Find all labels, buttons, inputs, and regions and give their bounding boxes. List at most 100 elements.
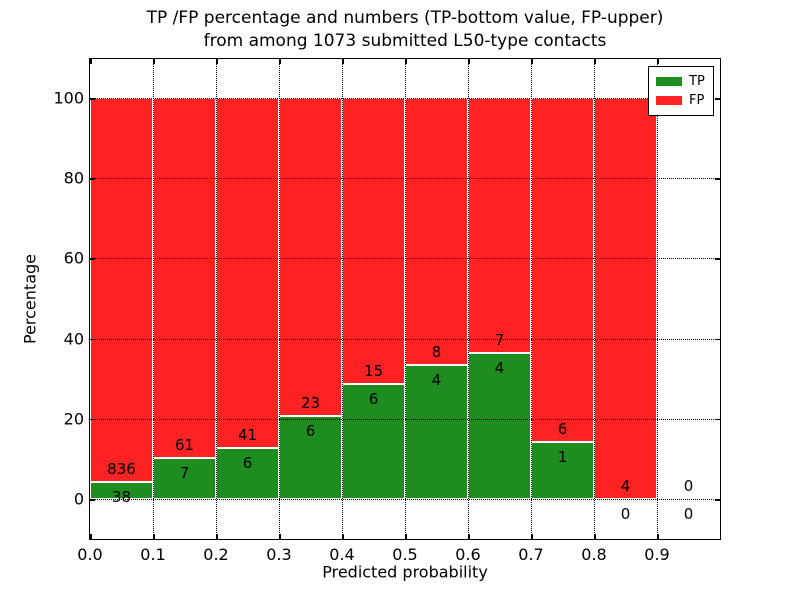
x-tick-label: 0.1 [140, 545, 166, 564]
chart-title-line1: TP /FP percentage and numbers (TP-bottom… [146, 8, 664, 28]
x-tick-label: 0.3 [266, 545, 292, 564]
bar-tp-count-label: 6 [305, 422, 316, 441]
bar-fp-count-label: 6 [557, 419, 568, 438]
legend-item-fp: FP [649, 94, 713, 107]
gridline [153, 59, 154, 539]
x-tick-label: 0.9 [644, 545, 670, 564]
bar-fp-count-label: 23 [300, 394, 321, 413]
bar-fp-count-label: 4 [620, 477, 631, 495]
x-axis-label: Predicted probability [322, 562, 488, 582]
bar-fp-segment [531, 98, 594, 442]
legend-swatch-tp [656, 77, 682, 86]
chart-title: TP /FP percentage and numbers (TP-bottom… [90, 7, 720, 53]
x-tick-label: 0.0 [77, 545, 103, 564]
bar-fp-segment [279, 98, 342, 417]
bar-fp-count-label: 41 [237, 425, 258, 444]
tick-mark [715, 98, 720, 100]
tick-mark [90, 98, 95, 100]
bar-tp-segment [153, 457, 216, 499]
tick-mark [90, 338, 95, 341]
tick-mark [405, 59, 407, 64]
tick-mark [657, 59, 659, 64]
tick-mark [342, 534, 344, 539]
tick-mark [715, 499, 720, 501]
tick-mark [468, 534, 470, 539]
tick-mark [594, 534, 596, 539]
chart-title-line2: from among 1073 submitted L50-type conta… [203, 31, 607, 51]
y-tick-label: 40 [63, 329, 84, 349]
bar-tp-segment [216, 447, 279, 499]
gridline [468, 59, 469, 539]
tick-mark [90, 178, 95, 180]
tick-mark [90, 499, 95, 501]
y-tick-label: 60 [63, 248, 84, 268]
bar-tp-count-label: 0 [683, 505, 694, 523]
tick-mark [279, 534, 281, 539]
legend-label-fp: FP [689, 93, 705, 108]
gridline [216, 59, 217, 539]
bar-tp-count-label: 7 [179, 463, 190, 482]
bar-fp-segment [153, 98, 216, 458]
x-tick-label: 0.6 [455, 545, 481, 564]
bar-tp-count-label: 38 [111, 487, 132, 506]
bar-fp-count-label: 7 [494, 331, 505, 350]
bar-tp-count-label: 6 [368, 390, 379, 409]
bar-fp-count-label: 15 [363, 362, 384, 381]
gridline [405, 59, 406, 539]
legend: TP FP [648, 66, 714, 116]
tick-mark [90, 59, 92, 64]
x-tick-label: 0.7 [518, 545, 544, 564]
y-tick-label: 0 [73, 489, 84, 509]
tick-mark [468, 59, 470, 64]
plot-area: 836 38 61 7 41 6 23 6 15 6 8 4 7 4 6 1 4 0 0 0 [89, 58, 721, 540]
bar-tp-count-label: 4 [431, 371, 442, 390]
gridline [342, 59, 343, 539]
bar-tp-segment [531, 441, 594, 499]
x-tick-label: 0.2 [203, 545, 229, 564]
tick-mark [216, 59, 218, 64]
x-tick-label: 0.4 [329, 545, 355, 564]
tick-mark [90, 258, 95, 260]
y-axis-label: Percentage [20, 253, 40, 345]
bar-fp-count-label: 0 [683, 477, 694, 495]
tick-mark [153, 59, 155, 64]
bar-fp-count-label: 836 [107, 459, 136, 478]
bar-fp-segment [342, 98, 405, 385]
gridline [594, 59, 595, 539]
bar-tp-count-label: 6 [242, 453, 253, 472]
tick-mark [90, 534, 92, 539]
y-tick-label: 100 [53, 88, 84, 108]
bar-tp-count-label: 1 [557, 447, 568, 466]
tick-mark [531, 534, 533, 539]
bar-fp-segment [90, 98, 153, 482]
bar-tp-segment [90, 481, 153, 499]
tick-mark [715, 178, 720, 180]
tick-mark [90, 418, 95, 421]
bar-tp-count-label: 0 [620, 505, 631, 523]
bar-fp-segment [405, 98, 468, 366]
tick-mark [657, 534, 659, 539]
tick-mark [342, 59, 344, 64]
gridline [531, 59, 532, 539]
bar-fp-count-label: 8 [431, 343, 442, 362]
gridline [279, 59, 280, 539]
bar-tp-count-label: 4 [494, 359, 505, 378]
tick-mark [715, 258, 720, 260]
legend-label-tp: TP [689, 74, 705, 89]
bar-tp-segment [279, 416, 342, 499]
bar-fp-segment [216, 98, 279, 448]
tick-mark [715, 418, 720, 421]
legend-item-tp: TP [649, 75, 713, 88]
tick-mark [216, 534, 218, 539]
tick-mark [153, 534, 155, 539]
tick-mark [594, 59, 596, 64]
tick-mark [531, 59, 533, 64]
legend-swatch-fp [656, 96, 682, 105]
tick-mark [279, 59, 281, 64]
x-tick-label: 0.8 [581, 545, 607, 564]
y-tick-label: 20 [63, 409, 84, 429]
bar-fp-segment [594, 98, 657, 499]
tick-mark [405, 534, 407, 539]
tick-mark [715, 338, 720, 341]
